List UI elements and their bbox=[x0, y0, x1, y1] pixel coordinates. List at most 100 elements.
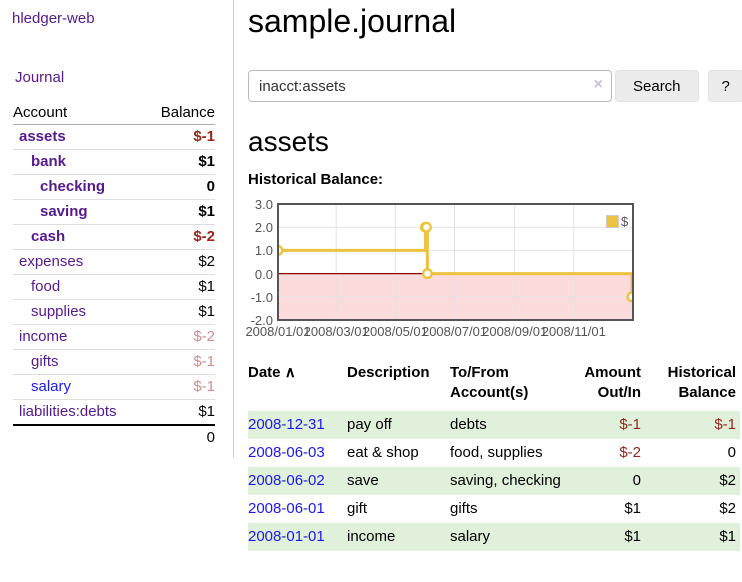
balance-chart: $ 3.0 2.0 1.0 0.0 -1.0 -2.0 2008/01/01 2008/03/… bbox=[245, 197, 742, 345]
y-axis-tick-label: -2.0 bbox=[250, 313, 273, 328]
account-balance: $1 bbox=[145, 199, 215, 225]
account-balance: $1 bbox=[145, 274, 215, 300]
account-row: bank $1 bbox=[13, 149, 215, 175]
transaction-date-link[interactable]: 2008-06-01 bbox=[248, 500, 325, 517]
transaction-amount: 0 bbox=[632, 472, 641, 489]
brand: hledger-web bbox=[12, 10, 233, 27]
y-axis-tick-label: -1.0 bbox=[250, 289, 273, 305]
register-row: 2008-12-31 pay off debts $-1 $-1 bbox=[248, 411, 740, 439]
register-header-balance: Historical Balance bbox=[667, 364, 736, 401]
transaction-description: eat & shop bbox=[347, 444, 419, 461]
help-button[interactable]: ? bbox=[707, 70, 742, 102]
transaction-description: income bbox=[347, 528, 396, 545]
transaction-date-link[interactable]: 2008-01-01 bbox=[248, 528, 325, 545]
chart-title: Historical Balance: bbox=[248, 171, 384, 188]
account-row: checking 0 bbox=[13, 174, 215, 200]
transaction-date-link[interactable]: 2008-06-03 bbox=[248, 444, 325, 461]
account-link-gifts[interactable]: gifts bbox=[31, 353, 59, 370]
register-header-amount: Amount Out/In bbox=[584, 364, 641, 401]
transaction-date-link[interactable]: 2008-06-02 bbox=[248, 472, 325, 489]
page-title: sample.journal bbox=[248, 3, 457, 39]
x-axis-tick-label: 2008/07/01 bbox=[421, 324, 488, 339]
main-content: sample.journal × Search ? assets Histori… bbox=[234, 0, 742, 551]
accounts-header-account: Account bbox=[13, 102, 146, 125]
transaction-accounts: saving, checking bbox=[450, 472, 561, 489]
search-box: × bbox=[248, 70, 612, 102]
brand-link[interactable]: hledger-web bbox=[12, 10, 95, 27]
account-balance: $1 bbox=[145, 399, 215, 425]
account-link-liabilities-debts[interactable]: liabilities:debts bbox=[19, 403, 117, 420]
account-row: gifts $-1 bbox=[13, 349, 215, 375]
account-row: assets $-1 bbox=[13, 124, 215, 150]
nav-journal-link[interactable]: Journal bbox=[15, 69, 65, 86]
register-header-description: Description bbox=[347, 364, 430, 381]
register-header-row: Date ∧ Description To/From Account(s) Am… bbox=[248, 361, 740, 411]
accounts-total-spacer bbox=[13, 424, 146, 450]
accounts-total-value: 0 bbox=[145, 424, 215, 450]
account-heading: assets bbox=[248, 126, 329, 157]
y-axis-tick-label: 2.0 bbox=[254, 220, 273, 236]
account-link-expenses[interactable]: expenses bbox=[19, 253, 84, 270]
legend-swatch-icon bbox=[606, 215, 619, 228]
account-link-assets[interactable]: assets bbox=[19, 128, 66, 145]
account-balance: $1 bbox=[145, 299, 215, 325]
account-link-income[interactable]: income bbox=[19, 328, 68, 345]
account-balance: $2 bbox=[145, 249, 215, 275]
search-button[interactable]: Search bbox=[615, 70, 699, 102]
transaction-balance: $1 bbox=[719, 528, 736, 545]
account-link-bank[interactable]: bank bbox=[31, 153, 67, 170]
sort-ascending-icon: ∧ bbox=[284, 364, 296, 381]
transaction-description: pay off bbox=[347, 416, 392, 433]
sidebar: hledger-web Journal Account Balance asse… bbox=[0, 0, 234, 458]
transaction-balance: $-1 bbox=[714, 416, 736, 433]
transaction-amount: $-2 bbox=[619, 444, 641, 461]
transaction-accounts: salary bbox=[450, 528, 491, 545]
account-row: cash $-2 bbox=[13, 224, 215, 250]
x-axis-tick-label: 2008/05/01 bbox=[362, 324, 428, 339]
transaction-amount: $1 bbox=[624, 528, 641, 545]
account-row: salary $-1 bbox=[13, 374, 215, 400]
account-row: saving $1 bbox=[13, 199, 215, 225]
account-balance: $-1 bbox=[145, 124, 215, 150]
account-link-supplies[interactable]: supplies bbox=[31, 303, 87, 320]
account-link-salary[interactable]: salary bbox=[31, 378, 72, 395]
account-link-checking[interactable]: checking bbox=[40, 178, 106, 195]
transaction-date-link[interactable]: 2008-12-31 bbox=[248, 416, 325, 433]
page: hledger-web Journal Account Balance asse… bbox=[0, 0, 742, 551]
accounts-header-balance: Balance bbox=[145, 102, 215, 125]
account-balance: $1 bbox=[145, 149, 215, 175]
x-axis-tick-label: 2008/01/01 bbox=[245, 324, 311, 339]
account-row: expenses $2 bbox=[13, 249, 215, 275]
transaction-balance: $2 bbox=[719, 500, 736, 517]
register-row: 2008-06-01 gift gifts $1 $2 bbox=[248, 495, 740, 523]
x-axis-tick-label: 2008/11/01 bbox=[541, 324, 606, 339]
transaction-accounts: gifts bbox=[450, 500, 478, 517]
account-row: income $-2 bbox=[13, 324, 215, 350]
account-link-food[interactable]: food bbox=[31, 278, 61, 295]
account-link-cash[interactable]: cash bbox=[31, 228, 66, 245]
transaction-description: save bbox=[347, 472, 379, 489]
register-table: Date ∧ Description To/From Account(s) Am… bbox=[248, 361, 740, 551]
search-input[interactable] bbox=[248, 70, 612, 102]
x-axis-tick-label: 2008/09/01 bbox=[482, 324, 548, 339]
register-row: 2008-01-01 income salary $1 $1 bbox=[248, 523, 740, 551]
nav: Journal bbox=[15, 69, 233, 86]
clear-search-icon[interactable]: × bbox=[593, 76, 603, 93]
transaction-amount: $-1 bbox=[619, 416, 641, 433]
register-header-account: To/From Account(s) bbox=[450, 364, 529, 401]
x-axis-tick-label: 2008/03/01 bbox=[303, 324, 369, 339]
accounts-header-row: Account Balance bbox=[13, 102, 215, 125]
y-axis-tick-label: 1.0 bbox=[254, 243, 273, 259]
account-balance: $-1 bbox=[145, 349, 215, 375]
register-header-date-label: Date bbox=[248, 364, 281, 381]
transaction-accounts: debts bbox=[450, 416, 487, 433]
register-row: 2008-06-03 eat & shop food, supplies $-2… bbox=[248, 439, 740, 467]
register-header-date[interactable]: Date ∧ bbox=[248, 361, 347, 411]
accounts-total-row: 0 bbox=[13, 424, 215, 450]
balance-chart-plot bbox=[277, 203, 634, 321]
chart-legend: $ bbox=[606, 214, 628, 229]
transaction-description: gift bbox=[347, 500, 368, 517]
account-link-saving[interactable]: saving bbox=[40, 203, 88, 220]
account-balance: 0 bbox=[145, 174, 215, 200]
y-axis-tick-label: 0.0 bbox=[254, 266, 273, 282]
